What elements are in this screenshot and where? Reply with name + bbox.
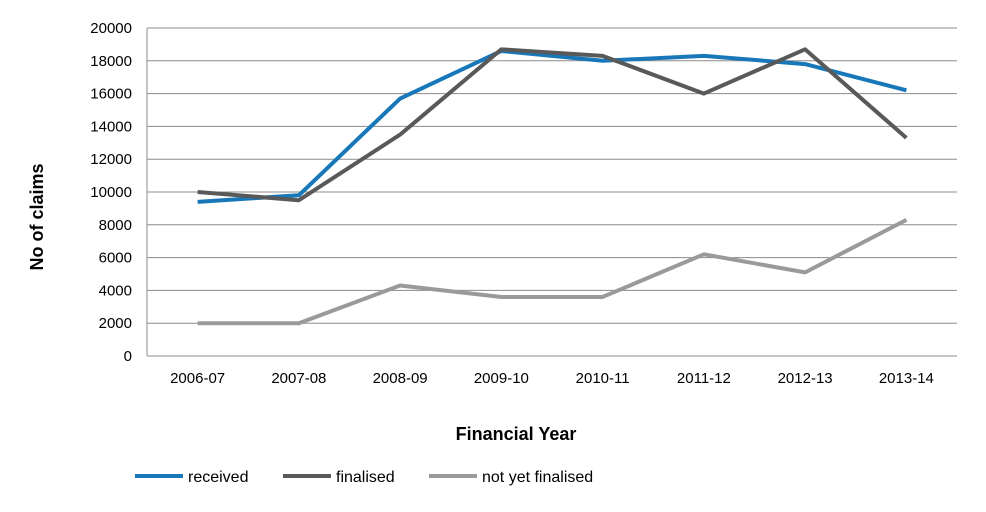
x-tick-label: 2007-08 [271, 370, 326, 387]
x-axis-title: Financial Year [456, 424, 577, 444]
x-axis-ticks: 2006-07 2007-08 2008-09 2009-10 2010-11 2011-… [170, 370, 934, 387]
grid-lines [147, 27, 957, 324]
legend: received finalised not yet finalised [135, 469, 593, 486]
series-lines [197, 47, 908, 326]
legend-label-finalised: finalised [336, 469, 395, 486]
y-tick-label: 18000 [90, 53, 132, 70]
y-tick-label: 12000 [90, 151, 132, 168]
y-tick-label: 10000 [90, 184, 132, 201]
x-tick-label: 2006-07 [170, 370, 225, 387]
y-tick-label: 16000 [90, 86, 132, 103]
axes [146, 28, 957, 357]
y-axis-title: No of claims [27, 163, 47, 270]
x-tick-label: 2013-14 [879, 370, 934, 387]
legend-label-received: received [188, 469, 248, 486]
series-line-not-yet-finalised [197, 218, 908, 326]
x-tick-label: 2008-09 [373, 370, 428, 387]
y-tick-label: 0 [124, 348, 132, 365]
series-line-received [197, 48, 907, 204]
x-tick-label: 2009-10 [474, 370, 529, 387]
x-tick-label: 2011-12 [677, 370, 731, 387]
y-axis-ticks: 0 2000 4000 6000 8000 10000 12000 14000 16000 180… [90, 20, 132, 365]
y-tick-label: 6000 [99, 250, 132, 267]
y-tick-label: 2000 [99, 315, 132, 332]
series-line-finalised [197, 47, 908, 203]
y-tick-label: 4000 [99, 282, 132, 299]
x-tick-label: 2010-11 [576, 370, 630, 387]
legend-label-not-yet-finalised: not yet finalised [482, 469, 593, 486]
x-tick-label: 2012-13 [778, 370, 833, 387]
y-tick-label: 14000 [90, 118, 132, 135]
y-tick-label: 8000 [99, 217, 132, 234]
y-tick-label: 20000 [90, 20, 132, 37]
